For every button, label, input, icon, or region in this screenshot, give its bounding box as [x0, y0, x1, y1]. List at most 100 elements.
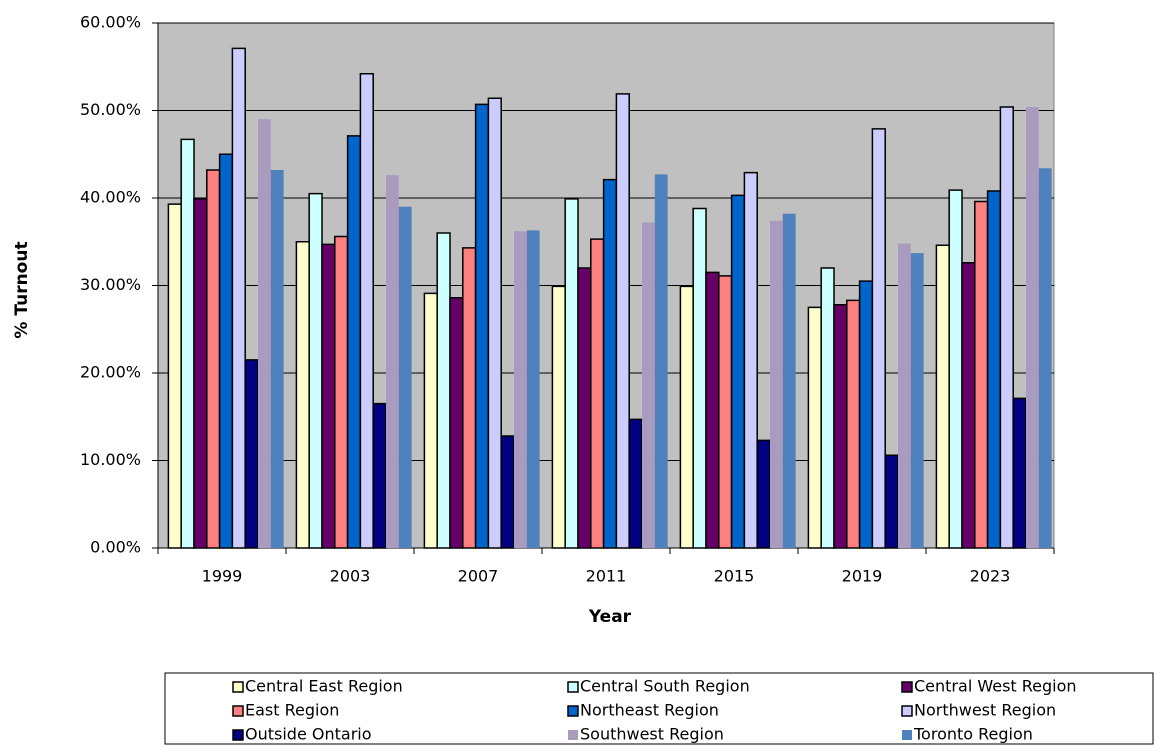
bar: [551, 285, 566, 549]
bar: [308, 192, 323, 549]
y-tick-label: 0.00%: [90, 538, 141, 557]
bar: [756, 439, 771, 549]
bar: [436, 232, 451, 549]
bar: [346, 135, 362, 549]
legend-swatch: [232, 705, 244, 717]
legend-swatch: [567, 681, 579, 693]
legend-swatch: [902, 730, 912, 740]
bar: [487, 97, 502, 549]
x-tick-label: 2019: [842, 567, 883, 586]
x-tick-label: 2011: [586, 567, 627, 586]
bar: [628, 418, 643, 549]
bar: [898, 243, 911, 548]
bar: [372, 402, 387, 549]
bar: [1026, 107, 1039, 548]
bar: [423, 292, 438, 549]
bar: [334, 235, 349, 549]
bar: [820, 267, 835, 549]
y-tick-label: 60.00%: [80, 13, 141, 32]
legend-label: Central West Region: [914, 677, 1077, 696]
bar: [474, 103, 490, 549]
x-axis-title: Year: [588, 607, 632, 627]
bar: [449, 297, 464, 549]
bar: [167, 203, 182, 549]
bar: [871, 128, 886, 549]
bar: [244, 359, 259, 549]
bar: [846, 299, 861, 549]
legend-swatch: [901, 681, 913, 693]
bar: [514, 231, 527, 548]
x-tick-label: 2015: [714, 567, 755, 586]
bar: [1012, 397, 1027, 549]
bar: [642, 222, 655, 548]
bar: [935, 244, 950, 549]
legend-label: Central South Region: [580, 677, 750, 696]
bar: [180, 138, 195, 549]
bar: [833, 304, 848, 549]
legend-box: [164, 672, 1154, 745]
bar: [321, 243, 336, 549]
legend-label: Northwest Region: [914, 701, 1056, 720]
legend-label: East Region: [245, 701, 339, 720]
legend-label: Northeast Region: [580, 701, 719, 720]
bar: [718, 275, 733, 549]
y-tick-label: 10.00%: [80, 450, 141, 469]
bar: [615, 93, 630, 549]
bar: [564, 198, 579, 549]
bar: [526, 230, 540, 548]
bar: [270, 170, 284, 548]
bar: [258, 119, 271, 548]
x-tick-label: 2023: [970, 567, 1011, 586]
legend-swatch: [567, 705, 579, 717]
legend-label: Toronto Region: [913, 725, 1033, 744]
bar: [807, 306, 822, 549]
bar: [999, 106, 1014, 549]
bar: [654, 174, 668, 548]
y-tick-label: 50.00%: [80, 100, 141, 119]
bar: [218, 153, 234, 549]
bar: [948, 189, 963, 549]
bar: [705, 271, 720, 549]
y-axis-title: % Turnout: [12, 241, 32, 338]
bar: [858, 280, 874, 549]
y-tick-label: 20.00%: [80, 363, 141, 382]
bar: [961, 262, 976, 549]
bar: [782, 213, 796, 548]
bar: [986, 190, 1002, 549]
bar: [206, 169, 221, 549]
bar: [462, 247, 477, 549]
legend-swatch: [901, 705, 913, 717]
bar: [910, 253, 924, 548]
legend-label: Southwest Region: [580, 725, 724, 744]
bar: [295, 241, 310, 549]
bar: [884, 454, 899, 549]
bar: [386, 175, 399, 548]
legend-swatch: [568, 730, 578, 740]
bar: [679, 285, 694, 549]
bar: [577, 267, 592, 549]
bar: [590, 238, 605, 549]
bar: [770, 220, 783, 548]
y-tick-label: 40.00%: [80, 188, 141, 207]
legend-swatch: [232, 681, 244, 693]
bar: [398, 206, 412, 548]
bar: [193, 198, 208, 549]
bar: [743, 171, 758, 549]
bar: [974, 200, 989, 549]
bar: [602, 178, 618, 549]
bar: [500, 435, 515, 549]
bar: [730, 194, 746, 549]
y-tick-label: 30.00%: [80, 275, 141, 294]
x-tick-label: 2003: [330, 567, 371, 586]
bar: [1038, 168, 1052, 548]
bar: [359, 73, 374, 549]
legend-swatch: [232, 729, 244, 741]
x-tick-label: 1999: [202, 567, 243, 586]
bar: [692, 207, 707, 549]
legend-label: Central East Region: [245, 677, 403, 696]
bar: [231, 47, 246, 549]
legend-label: Outside Ontario: [245, 725, 372, 744]
x-tick-label: 2007: [458, 567, 499, 586]
